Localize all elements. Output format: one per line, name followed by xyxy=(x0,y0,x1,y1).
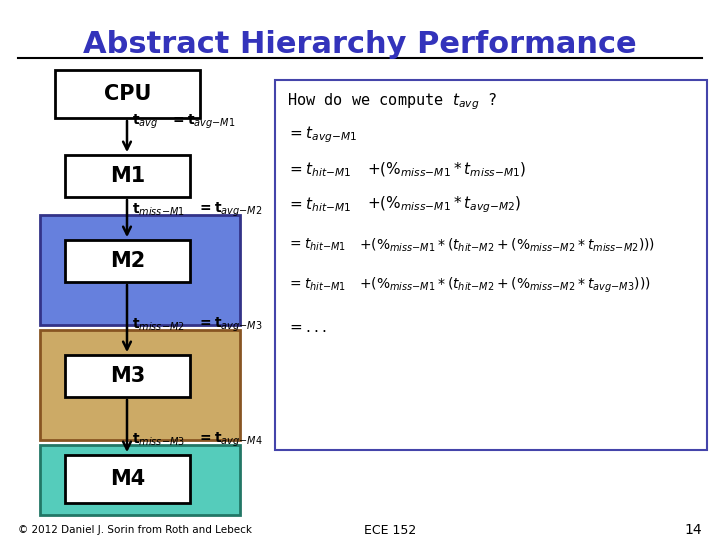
Text: $+(\%_{miss\mathrm{-}M1}*(t_{hit\mathrm{-}M2}+(\%_{miss\mathrm{-}M2}*t_{avg\math: $+(\%_{miss\mathrm{-}M1}*(t_{hit\mathrm{… xyxy=(359,275,651,295)
Text: How do we compute $t_{avg}$ ?: How do we compute $t_{avg}$ ? xyxy=(287,92,498,112)
Text: $+(\%_{miss\mathrm{-}M1}*t_{miss\mathrm{-}M1})$: $+(\%_{miss\mathrm{-}M1}*t_{miss\mathrm{… xyxy=(367,161,526,179)
Bar xyxy=(65,155,190,197)
Text: $\mathbf{= t}_{avg\mathrm{-}M3}$: $\mathbf{= t}_{avg\mathrm{-}M3}$ xyxy=(197,316,263,334)
Text: $=t_{avg\mathrm{-}M1}$: $=t_{avg\mathrm{-}M1}$ xyxy=(287,125,357,145)
Bar xyxy=(65,455,190,503)
Text: M3: M3 xyxy=(110,366,145,386)
Text: $\mathbf{= t}_{avg\mathrm{-}M4}$: $\mathbf{= t}_{avg\mathrm{-}M4}$ xyxy=(197,431,263,449)
Bar xyxy=(40,215,240,325)
Text: $\mathbf{t}_{miss\mathrm{-}M2}$: $\mathbf{t}_{miss\mathrm{-}M2}$ xyxy=(132,317,185,333)
Text: © 2012 Daniel J. Sorin from Roth and Lebeck: © 2012 Daniel J. Sorin from Roth and Leb… xyxy=(18,525,252,535)
Text: $\mathbf{t}_{miss\mathrm{-}M3}$: $\mathbf{t}_{miss\mathrm{-}M3}$ xyxy=(132,432,185,448)
Text: $=t_{hit\mathrm{-}M1}$: $=t_{hit\mathrm{-}M1}$ xyxy=(287,160,351,179)
Bar xyxy=(65,240,190,282)
Text: M4: M4 xyxy=(110,469,145,489)
Text: M1: M1 xyxy=(110,166,145,186)
Bar xyxy=(40,330,240,440)
Text: $=t_{hit\mathrm{-}M1}$: $=t_{hit\mathrm{-}M1}$ xyxy=(287,237,346,253)
Text: $+(\%_{miss\mathrm{-}M1}*(t_{hit\mathrm{-}M2}+(\%_{miss\mathrm{-}M2}*t_{miss\mat: $+(\%_{miss\mathrm{-}M1}*(t_{hit\mathrm{… xyxy=(359,237,655,254)
Bar xyxy=(275,80,707,450)
Text: $=t_{hit\mathrm{-}M1}$: $=t_{hit\mathrm{-}M1}$ xyxy=(287,277,346,293)
Text: $+(\%_{miss\mathrm{-}M1}*t_{avg\mathrm{-}M2})$: $+(\%_{miss\mathrm{-}M1}*t_{avg\mathrm{-… xyxy=(367,195,521,215)
Text: ECE 152: ECE 152 xyxy=(364,523,416,537)
Text: CPU: CPU xyxy=(104,84,151,104)
Text: 14: 14 xyxy=(685,523,702,537)
Text: $= ...$: $= ...$ xyxy=(287,321,327,335)
Text: $\mathbf{= t}_{avg\mathrm{-}M2}$: $\mathbf{= t}_{avg\mathrm{-}M2}$ xyxy=(197,201,262,219)
Text: $\mathbf{= t}_{avg\mathrm{-}M1}$: $\mathbf{= t}_{avg\mathrm{-}M1}$ xyxy=(170,113,235,131)
Text: $\mathbf{t}_{avg}$: $\mathbf{t}_{avg}$ xyxy=(132,113,158,131)
Bar xyxy=(40,445,240,515)
Text: M2: M2 xyxy=(110,251,145,271)
Text: $=t_{hit\mathrm{-}M1}$: $=t_{hit\mathrm{-}M1}$ xyxy=(287,195,351,214)
Text: $\mathbf{t}_{miss\mathrm{-}M1}$: $\mathbf{t}_{miss\mathrm{-}M1}$ xyxy=(132,202,185,218)
Bar xyxy=(65,355,190,397)
Bar xyxy=(55,70,200,118)
Text: Abstract Hierarchy Performance: Abstract Hierarchy Performance xyxy=(84,30,636,59)
